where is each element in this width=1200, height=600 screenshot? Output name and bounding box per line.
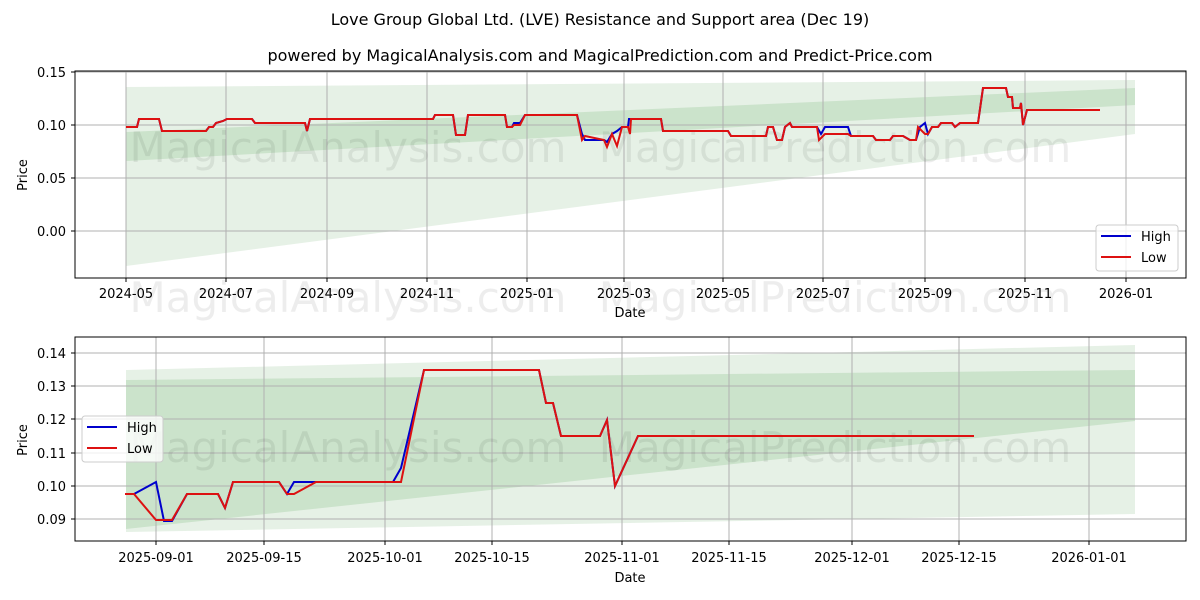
top-legend: High Low (1095, 224, 1179, 272)
svg-text:2025-12-15: 2025-12-15 (921, 551, 997, 566)
top-axes-frame (74, 70, 1187, 279)
top-grid (75, 71, 1186, 278)
top-low-line (126, 87, 1100, 150)
bottom-watermark-left: MagicalAnalysis.com (130, 423, 567, 472)
svg-text:2025-10-15: 2025-10-15 (454, 551, 530, 566)
bottom-x-ticks: 2025-09-01 2025-09-15 2025-10-01 2025-10… (118, 551, 1127, 566)
svg-text:2025-07: 2025-07 (796, 287, 850, 302)
svg-text:0.13: 0.13 (37, 380, 66, 395)
svg-text:2025-05: 2025-05 (696, 287, 750, 302)
svg-text:2025-09-15: 2025-09-15 (226, 551, 302, 566)
bottom-watermark-right: MagicalPrediction.com (599, 423, 1072, 472)
svg-text:0.09: 0.09 (37, 513, 66, 528)
svg-text:2025-01: 2025-01 (500, 287, 554, 302)
svg-text:2026-01: 2026-01 (1099, 287, 1153, 302)
svg-text:2024-07: 2024-07 (199, 287, 253, 302)
svg-text:2025-11: 2025-11 (998, 287, 1052, 302)
mid-watermark-right: MagicalPrediction.com (599, 273, 1072, 322)
bottom-inner-band (126, 370, 1135, 529)
svg-text:0.11: 0.11 (37, 447, 66, 462)
bottom-y-ticks: 0.14 0.13 0.12 0.11 0.10 0.09 (37, 347, 66, 528)
bottom-x-axis-label: Date (614, 571, 645, 586)
svg-text:2026-01-01: 2026-01-01 (1051, 551, 1127, 566)
top-x-ticks: 2024-05 2024-07 2024-09 2024-11 2025-01 … (99, 287, 1153, 302)
top-outer-band (126, 80, 1135, 266)
svg-text:2024-05: 2024-05 (99, 287, 153, 302)
svg-text:2025-12-01: 2025-12-01 (814, 551, 890, 566)
svg-text:0.10: 0.10 (37, 480, 66, 495)
svg-text:0.12: 0.12 (37, 413, 66, 428)
bottom-chart: MagicalAnalysis.com MagicalPrediction.co… (16, 336, 1187, 586)
svg-text:2025-03: 2025-03 (597, 287, 651, 302)
bottom-outer-band (126, 345, 1135, 532)
bottom-tick-marks (71, 352, 1090, 545)
svg-text:2025-11-01: 2025-11-01 (584, 551, 660, 566)
svg-text:2024-09: 2024-09 (300, 287, 354, 302)
bottom-legend-low: Low (127, 442, 153, 457)
top-tick-marks (71, 71, 1127, 282)
mid-watermark-left: MagicalAnalysis.com (130, 273, 567, 322)
svg-text:0.14: 0.14 (37, 347, 66, 362)
bottom-axes-frame (74, 336, 1187, 542)
svg-text:0.00: 0.00 (37, 225, 66, 240)
top-y-ticks: 0.15 0.10 0.05 0.00 (37, 66, 66, 240)
svg-text:2024-11: 2024-11 (400, 287, 454, 302)
svg-text:0.10: 0.10 (37, 119, 66, 134)
chart-title: Love Group Global Ltd. (LVE) Resistance … (330, 10, 870, 29)
svg-text:2025-09: 2025-09 (898, 287, 952, 302)
svg-text:2025-09-01: 2025-09-01 (118, 551, 194, 566)
bottom-grid (75, 337, 1186, 541)
bottom-y-axis-label: Price (16, 424, 31, 456)
chart-subtitle: powered by MagicalAnalysis.com and Magic… (267, 46, 933, 65)
svg-text:0.15: 0.15 (37, 66, 66, 81)
svg-text:0.05: 0.05 (37, 172, 66, 187)
top-chart: MagicalAnalysis.com MagicalPrediction.co… (16, 66, 1187, 322)
top-legend-high: High (1141, 230, 1171, 245)
svg-text:2025-10-01: 2025-10-01 (347, 551, 423, 566)
top-legend-low: Low (1141, 251, 1167, 266)
bottom-legend: High Low (81, 415, 164, 463)
bottom-low-line (125, 369, 974, 521)
top-y-axis-label: Price (16, 159, 31, 191)
bottom-legend-high: High (127, 421, 157, 436)
svg-text:2025-11-15: 2025-11-15 (691, 551, 767, 566)
top-x-axis-label: Date (614, 306, 645, 321)
